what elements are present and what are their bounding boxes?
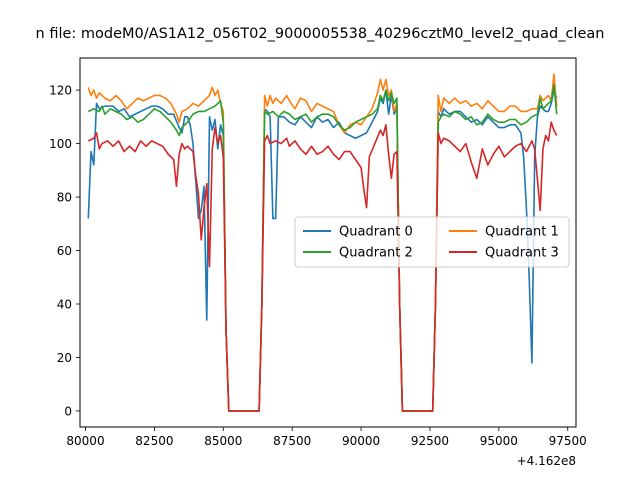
legend-label: Quadrant 3 xyxy=(485,246,559,261)
x-tick-label: 97500 xyxy=(549,434,587,448)
legend: Quadrant 0 Quadrant 1 Quadrant 2 Quadrant 3 xyxy=(294,216,570,268)
x-axis: 80000 82500 85000 87500 90000 92500 95000 97500 xyxy=(66,427,587,448)
y-axis: 0 20 40 60 80 100 120 xyxy=(49,84,80,418)
plot-area xyxy=(87,73,558,412)
x-tick-label: 87500 xyxy=(273,434,311,448)
x-tick-label: 82500 xyxy=(135,434,173,448)
x-offset-label: +4.162e8 xyxy=(517,454,576,468)
x-tick-label: 80000 xyxy=(66,434,104,448)
y-tick-label: 60 xyxy=(57,244,72,258)
y-tick-label: 80 xyxy=(57,191,72,205)
x-tick-label: 92500 xyxy=(411,434,449,448)
x-tick-label: 85000 xyxy=(204,434,242,448)
x-tick-label: 95000 xyxy=(480,434,518,448)
axes-frame xyxy=(79,57,577,428)
y-tick-label: 120 xyxy=(49,84,72,98)
chart-title: n file: modeM0/AS1A12_056T02_9000005538_… xyxy=(36,26,605,42)
x-tick-label: 90000 xyxy=(342,434,380,448)
legend-box xyxy=(294,216,570,268)
y-tick-label: 40 xyxy=(57,298,72,312)
y-tick-label: 100 xyxy=(49,137,72,151)
series-line-quadrant-0 xyxy=(87,89,558,412)
y-tick-label: 20 xyxy=(57,351,72,365)
series-line-quadrant-3 xyxy=(87,121,558,412)
legend-label: Quadrant 1 xyxy=(485,225,559,240)
series-line-quadrant-1 xyxy=(87,73,558,412)
legend-label: Quadrant 0 xyxy=(339,225,413,240)
series-line-quadrant-2 xyxy=(87,83,558,412)
y-tick-label: 0 xyxy=(64,404,72,418)
legend-label: Quadrant 2 xyxy=(339,246,413,261)
